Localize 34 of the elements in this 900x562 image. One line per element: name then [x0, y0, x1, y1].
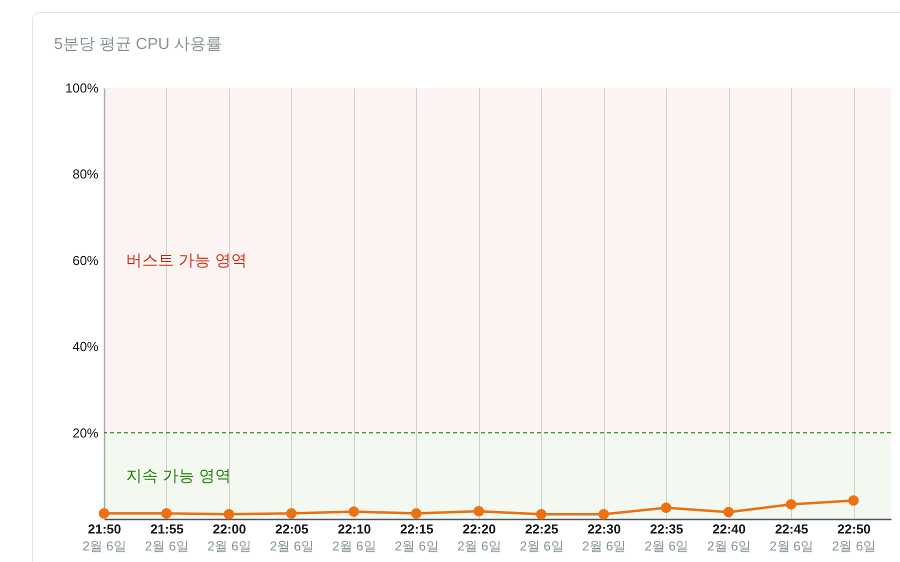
x-tick-label: 22:20 2월 6일 [457, 522, 502, 554]
x-tick-label: 22:10 2월 6일 [332, 522, 376, 554]
point [348, 506, 360, 517]
y-tick-label: 80% [72, 166, 99, 182]
x-tick-label: 22:40 2월 6일 [707, 522, 752, 554]
point [723, 506, 734, 518]
x-tick-label: 22:25 2월 6일 [520, 522, 564, 554]
y-tick-label: 40% [72, 339, 99, 354]
y-tick-label: 100% [65, 80, 99, 96]
point [786, 499, 796, 510]
point [848, 495, 859, 506]
point [660, 502, 672, 514]
y-tick-label: 60% [72, 252, 99, 268]
point [474, 506, 484, 516]
x-tick-label: 21:55 2월 6일 [144, 522, 189, 554]
x-tick-label: 22:05 2월 6일 [270, 522, 314, 554]
point [286, 508, 297, 519]
point [98, 508, 110, 519]
x-tick-label: 22:30 2월 6일 [582, 522, 626, 554]
point [224, 509, 234, 520]
y-tick-label: 20% [72, 425, 99, 440]
point [536, 509, 546, 520]
x-tick-label: 22:00 2월 6일 [207, 522, 252, 554]
point [598, 509, 609, 520]
chart-title: 5분당 평균 CPU 사용률 [54, 36, 222, 53]
x-tick-label: 22:15 2월 6일 [394, 522, 439, 554]
x-tick-label: 22:50 2월 6일 [832, 522, 876, 554]
point [161, 508, 172, 519]
x-tick-label: 22:35 2월 6일 [644, 522, 689, 554]
x-tick-label: 21:50 2월 6일 [82, 522, 127, 554]
point [411, 508, 422, 519]
band-label: 지속 가능 영역 [126, 468, 231, 485]
x-tick-label: 22:45 2월 6일 [770, 522, 814, 554]
band-label: 버스트 가능 영역 [126, 252, 247, 270]
